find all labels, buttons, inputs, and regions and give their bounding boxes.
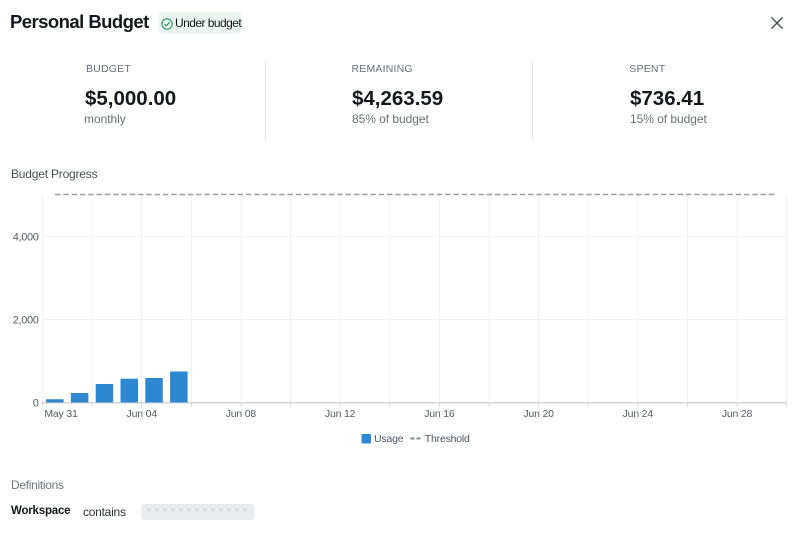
svg-text:Jun 20: Jun 20: [523, 408, 554, 420]
svg-text:Jun 28: Jun 28: [722, 408, 753, 420]
svg-text:Jun 04: Jun 04: [127, 408, 158, 420]
svg-text:Jun 16: Jun 16: [424, 408, 455, 420]
svg-text:Usage: Usage: [374, 433, 404, 445]
svg-text:Jun 08: Jun 08: [226, 408, 257, 420]
svg-text:4,000: 4,000: [13, 232, 39, 244]
svg-text:May 31: May 31: [44, 408, 78, 420]
svg-text:2,000: 2,000: [13, 315, 39, 327]
svg-text:Jun 12: Jun 12: [325, 408, 356, 420]
svg-text:0: 0: [33, 398, 39, 410]
svg-text:Jun 24: Jun 24: [623, 408, 654, 420]
svg-text:Threshold: Threshold: [425, 433, 470, 445]
